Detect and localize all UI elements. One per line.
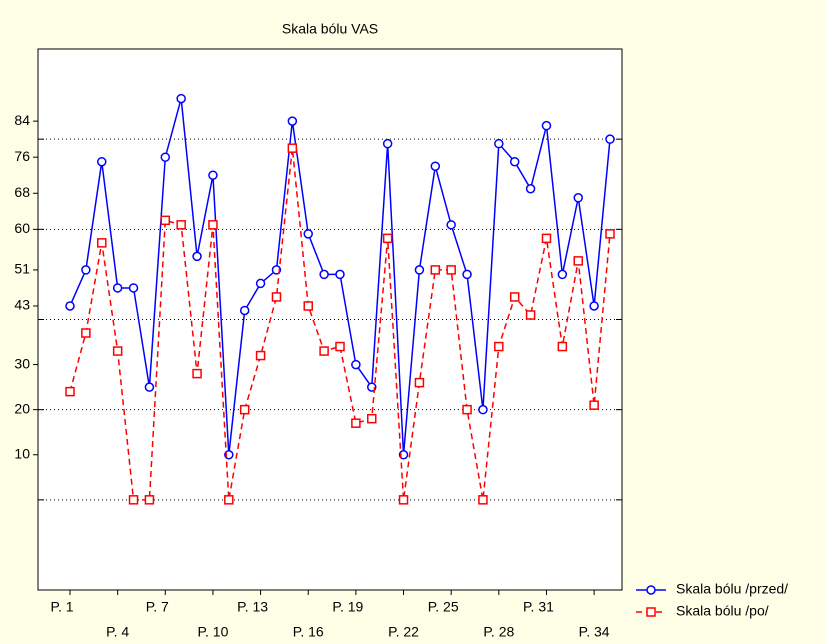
x-tick-label: P. 13 (237, 599, 268, 615)
x-tick-label: P. 1 (50, 599, 73, 615)
point (97, 156, 107, 167)
point (335, 269, 345, 280)
point (319, 269, 329, 280)
x-tick-label: P. 19 (332, 599, 363, 615)
point (541, 120, 552, 131)
point (367, 413, 377, 424)
point (65, 301, 75, 311)
point (541, 233, 552, 244)
y-tick-label: 51 (14, 261, 30, 277)
point (462, 269, 472, 280)
point (478, 495, 488, 505)
point (128, 495, 139, 505)
x-tick-label: P. 4 (106, 624, 129, 640)
y-tick-label: 60 (14, 220, 30, 236)
point (239, 305, 250, 316)
point (494, 138, 504, 149)
point (255, 350, 266, 361)
point (208, 170, 218, 180)
x-tick-label: P. 7 (146, 599, 169, 615)
point (192, 251, 202, 262)
point (287, 143, 298, 153)
point (271, 292, 282, 302)
point (446, 220, 456, 230)
point (525, 184, 536, 194)
point (557, 269, 568, 280)
point (478, 404, 488, 415)
y-tick-label: 20 (14, 400, 30, 416)
point (462, 404, 472, 415)
point (525, 310, 536, 320)
point (414, 265, 425, 275)
point (287, 116, 298, 126)
point (144, 495, 155, 505)
point (414, 377, 425, 388)
y-tick-label: 84 (14, 112, 30, 128)
point (509, 292, 520, 302)
point (192, 368, 202, 379)
legend-label: Skala bólu /po/ (676, 603, 769, 619)
point (430, 161, 441, 171)
x-tick-label: P. 31 (523, 599, 554, 615)
point (255, 278, 266, 289)
y-tick-label: 68 (14, 184, 30, 200)
point (144, 382, 155, 392)
point (239, 404, 250, 415)
point (573, 193, 583, 203)
point (81, 328, 91, 338)
point (335, 341, 345, 352)
point (303, 229, 313, 239)
point (128, 283, 139, 293)
point (160, 152, 171, 162)
point (557, 341, 568, 352)
point (382, 233, 393, 244)
x-tick-label: P. 22 (388, 624, 419, 640)
point (112, 346, 123, 356)
legend-marker (646, 607, 656, 617)
point (589, 400, 599, 410)
point (112, 283, 123, 293)
y-tick-label: 10 (14, 445, 30, 461)
point (351, 359, 361, 370)
y-tick-label: 43 (14, 297, 30, 313)
point (573, 256, 583, 266)
point (446, 265, 456, 275)
point (319, 346, 329, 356)
point (176, 93, 186, 104)
point (81, 265, 91, 275)
chart-title: Skala bólu VAS (282, 21, 378, 37)
point (430, 265, 441, 275)
legend-label: Skala bólu /przed/ (676, 581, 788, 597)
point (398, 495, 409, 505)
point (224, 495, 234, 505)
point (160, 215, 171, 226)
x-tick-label: P. 16 (293, 624, 324, 640)
point (65, 386, 75, 397)
x-tick-label: P. 10 (197, 624, 228, 640)
point (605, 229, 615, 239)
x-tick-label: P. 34 (579, 624, 610, 640)
y-tick-label: 76 (14, 148, 30, 164)
point (208, 220, 218, 230)
x-tick-label: P. 25 (428, 599, 459, 615)
point (351, 418, 361, 428)
point (509, 156, 520, 167)
point (176, 220, 186, 230)
series-line (69, 148, 611, 501)
point (605, 134, 615, 144)
point (97, 238, 107, 248)
point (494, 341, 504, 352)
point (382, 138, 393, 149)
y-tick-label: 30 (14, 355, 30, 371)
point (303, 301, 313, 311)
legend-marker (646, 585, 656, 595)
point (589, 301, 599, 311)
x-tick-label: P. 28 (483, 624, 514, 640)
